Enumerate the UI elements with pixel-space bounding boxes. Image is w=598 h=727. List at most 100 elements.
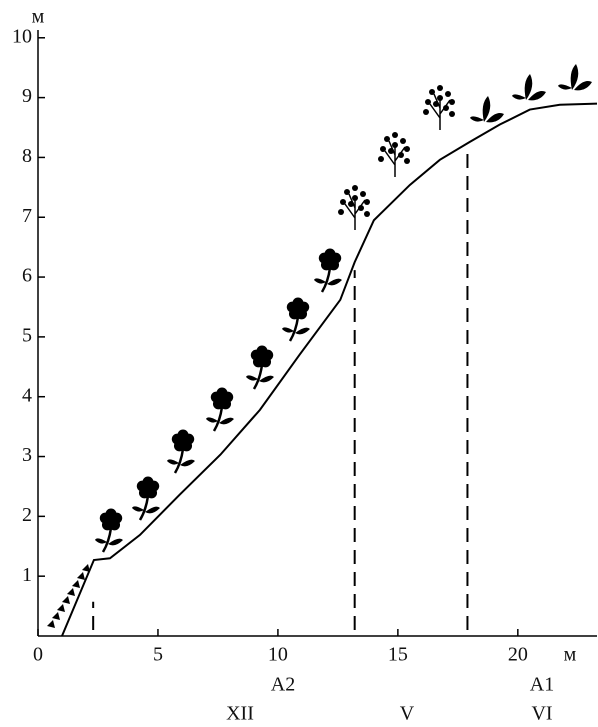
stem xyxy=(214,407,222,431)
leaf xyxy=(404,146,410,152)
leaf xyxy=(364,211,370,217)
hatch xyxy=(62,596,70,604)
leaf xyxy=(425,99,431,105)
stem xyxy=(175,449,183,473)
leaf xyxy=(558,84,572,89)
leaf xyxy=(429,89,435,95)
leaf xyxy=(574,81,592,90)
profile-line xyxy=(62,104,597,636)
x-tick-label: 20 xyxy=(508,644,528,666)
stem xyxy=(254,365,262,389)
y-tick-label: 6 xyxy=(22,265,32,287)
x-tick-label: 5 xyxy=(153,644,163,666)
leaf xyxy=(528,91,546,100)
leaf xyxy=(132,506,144,511)
y-tick-label: 4 xyxy=(22,384,32,406)
leaf xyxy=(483,96,491,122)
y-tick-label: 10 xyxy=(12,25,32,47)
center xyxy=(142,482,154,494)
leaf xyxy=(392,132,398,138)
hatch xyxy=(57,604,65,612)
flower-icon xyxy=(246,346,274,390)
x-tick-label: 15 xyxy=(388,644,408,666)
leaf xyxy=(380,146,386,152)
leaf xyxy=(571,64,579,90)
leaf xyxy=(384,136,390,142)
leaf xyxy=(246,375,258,380)
chart: м м A2 XII V A1 VI 1234567891005101520 xyxy=(0,0,598,727)
stem xyxy=(322,268,330,292)
y-unit: м xyxy=(32,6,45,28)
leaf xyxy=(364,199,370,205)
x-unit: м xyxy=(564,644,577,666)
y-tick-label: 1 xyxy=(22,564,32,586)
leaf xyxy=(433,101,439,107)
leaf xyxy=(423,109,429,115)
y-tick-label: 5 xyxy=(22,324,32,346)
flower-icon xyxy=(132,477,160,521)
zone-label: A2 xyxy=(271,674,295,696)
leaf xyxy=(348,201,354,207)
leaf xyxy=(404,158,410,164)
leaf xyxy=(525,74,533,100)
leaf xyxy=(437,85,443,91)
leaf xyxy=(352,185,358,191)
center xyxy=(256,351,268,363)
shrub-icon xyxy=(378,132,410,177)
zone-label: A1 xyxy=(530,674,554,696)
leaf xyxy=(352,195,358,201)
zone-label: V xyxy=(400,703,415,725)
leaf xyxy=(449,111,455,117)
leaf xyxy=(437,95,443,101)
leaf xyxy=(392,142,398,148)
stem xyxy=(290,317,298,341)
leaf xyxy=(358,205,364,211)
zone-label: XII xyxy=(226,703,254,725)
stem xyxy=(103,528,111,552)
hatch xyxy=(72,580,80,588)
flower-icon xyxy=(95,509,123,553)
leafy-icon xyxy=(470,96,504,122)
leaf xyxy=(445,91,451,97)
y-tick-label: 9 xyxy=(22,85,32,107)
leaf xyxy=(449,99,455,105)
leaf xyxy=(145,507,160,514)
flower-icon xyxy=(206,388,234,432)
hatch xyxy=(52,612,60,620)
leaf xyxy=(378,156,384,162)
leaf xyxy=(344,189,350,195)
center xyxy=(105,514,117,526)
zone-label: VI xyxy=(531,703,552,725)
leaf xyxy=(295,328,310,335)
leaf xyxy=(95,538,107,543)
flower-icon xyxy=(167,430,195,474)
hatch xyxy=(47,620,55,628)
center xyxy=(216,393,228,405)
leaf xyxy=(206,417,218,422)
leaf xyxy=(219,418,234,425)
y-tick-label: 7 xyxy=(22,205,32,227)
center xyxy=(324,254,336,266)
shrub-icon xyxy=(423,85,455,130)
center xyxy=(177,435,189,447)
leaf xyxy=(470,116,484,121)
leaf xyxy=(338,209,344,215)
hatch xyxy=(82,564,90,572)
leaf xyxy=(108,539,123,546)
y-tick-label: 2 xyxy=(22,504,32,526)
flower-icon xyxy=(314,249,342,293)
hatch xyxy=(67,588,75,596)
leaf xyxy=(282,327,294,332)
leaf xyxy=(398,152,404,158)
leaf xyxy=(167,459,179,464)
hatch xyxy=(77,572,85,580)
leaf xyxy=(327,279,342,286)
leaf xyxy=(400,138,406,144)
leafy-icon xyxy=(558,64,592,90)
leaf xyxy=(360,191,366,197)
stem xyxy=(140,496,148,520)
leaf xyxy=(259,376,274,383)
shrub-icon xyxy=(338,185,370,230)
leaf xyxy=(443,105,449,111)
leaf xyxy=(512,94,526,99)
